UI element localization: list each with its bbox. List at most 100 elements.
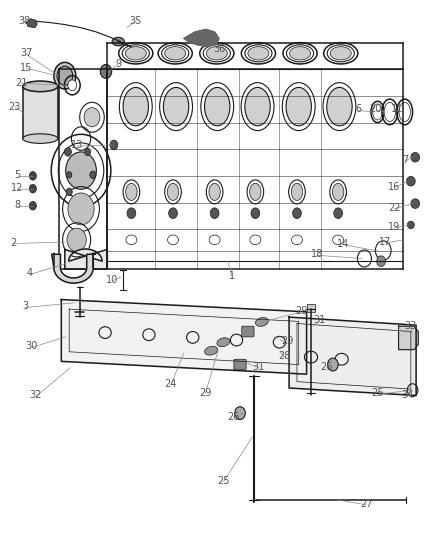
Ellipse shape — [248, 47, 269, 60]
Text: 29: 29 — [295, 306, 307, 316]
Ellipse shape — [406, 176, 415, 186]
Circle shape — [66, 188, 72, 196]
Circle shape — [67, 172, 72, 178]
Ellipse shape — [205, 87, 230, 126]
Circle shape — [293, 208, 301, 219]
Ellipse shape — [250, 183, 261, 200]
Text: 2: 2 — [10, 238, 16, 247]
Ellipse shape — [407, 221, 414, 229]
Text: 35: 35 — [130, 17, 142, 26]
Circle shape — [85, 148, 91, 156]
Ellipse shape — [291, 183, 303, 200]
Ellipse shape — [23, 134, 58, 143]
Circle shape — [67, 228, 86, 252]
Ellipse shape — [167, 183, 179, 200]
Polygon shape — [399, 326, 418, 350]
Text: 38: 38 — [18, 17, 30, 26]
Polygon shape — [26, 19, 37, 28]
Circle shape — [68, 193, 94, 225]
Bar — [23, 86, 58, 139]
FancyBboxPatch shape — [307, 304, 315, 312]
Text: 20: 20 — [370, 104, 382, 114]
Circle shape — [110, 140, 118, 150]
Circle shape — [127, 208, 136, 219]
Text: 28: 28 — [279, 351, 291, 361]
Text: 23: 23 — [9, 102, 21, 111]
Ellipse shape — [125, 47, 146, 60]
Text: 26: 26 — [228, 412, 240, 422]
Polygon shape — [184, 29, 219, 47]
Ellipse shape — [384, 102, 396, 122]
Ellipse shape — [23, 81, 58, 92]
Text: 31: 31 — [314, 315, 326, 325]
FancyBboxPatch shape — [242, 326, 254, 337]
Text: 31: 31 — [252, 362, 265, 372]
Polygon shape — [65, 249, 107, 269]
Circle shape — [29, 172, 36, 180]
Text: 18: 18 — [311, 249, 323, 259]
Ellipse shape — [290, 47, 311, 60]
Text: 4: 4 — [27, 269, 33, 278]
Text: 7: 7 — [403, 155, 409, 165]
Circle shape — [235, 407, 245, 419]
Text: 19: 19 — [388, 222, 400, 232]
Circle shape — [90, 171, 96, 179]
Text: 29: 29 — [199, 389, 211, 398]
Circle shape — [210, 208, 219, 219]
Text: 25: 25 — [217, 476, 230, 486]
Ellipse shape — [327, 87, 352, 126]
Ellipse shape — [332, 183, 344, 200]
Text: 25: 25 — [371, 389, 384, 398]
Text: 21: 21 — [15, 78, 27, 87]
Text: 37: 37 — [20, 49, 32, 58]
Ellipse shape — [126, 183, 137, 200]
Text: 8: 8 — [14, 200, 21, 209]
Circle shape — [169, 208, 177, 219]
Circle shape — [29, 184, 36, 193]
Ellipse shape — [255, 318, 268, 326]
Ellipse shape — [411, 152, 420, 162]
Circle shape — [328, 358, 338, 371]
Circle shape — [68, 80, 77, 91]
Ellipse shape — [123, 87, 148, 126]
FancyBboxPatch shape — [234, 359, 246, 370]
Text: 14: 14 — [337, 239, 350, 248]
Text: 6: 6 — [355, 104, 361, 114]
Circle shape — [334, 208, 343, 219]
Text: 11: 11 — [391, 104, 403, 114]
Circle shape — [54, 62, 76, 89]
Ellipse shape — [411, 199, 420, 208]
Ellipse shape — [209, 183, 220, 200]
Circle shape — [84, 108, 100, 127]
Text: 24: 24 — [165, 379, 177, 389]
Text: 3: 3 — [22, 302, 28, 311]
Text: 26: 26 — [321, 362, 333, 372]
Text: 17: 17 — [379, 237, 392, 247]
Ellipse shape — [217, 338, 230, 346]
Circle shape — [64, 148, 71, 156]
Text: 22: 22 — [388, 203, 400, 213]
Ellipse shape — [205, 346, 218, 355]
Text: 32: 32 — [30, 391, 42, 400]
Text: 33: 33 — [405, 321, 417, 331]
Polygon shape — [61, 300, 307, 374]
Text: 27: 27 — [360, 499, 372, 508]
Ellipse shape — [112, 37, 124, 46]
Polygon shape — [289, 317, 416, 395]
Circle shape — [377, 256, 385, 266]
Text: 29: 29 — [281, 336, 293, 346]
Ellipse shape — [245, 87, 270, 126]
Ellipse shape — [286, 87, 311, 126]
Text: 30: 30 — [25, 342, 38, 351]
Circle shape — [57, 66, 73, 85]
Text: 9: 9 — [115, 59, 121, 69]
Text: 12: 12 — [11, 183, 24, 192]
Text: 34: 34 — [401, 391, 413, 400]
Ellipse shape — [399, 102, 410, 122]
Text: 1: 1 — [229, 271, 235, 280]
Text: 5: 5 — [14, 170, 21, 180]
Circle shape — [100, 64, 112, 78]
Circle shape — [29, 201, 36, 210]
Text: 16: 16 — [388, 182, 400, 191]
Text: 36: 36 — [213, 44, 225, 54]
